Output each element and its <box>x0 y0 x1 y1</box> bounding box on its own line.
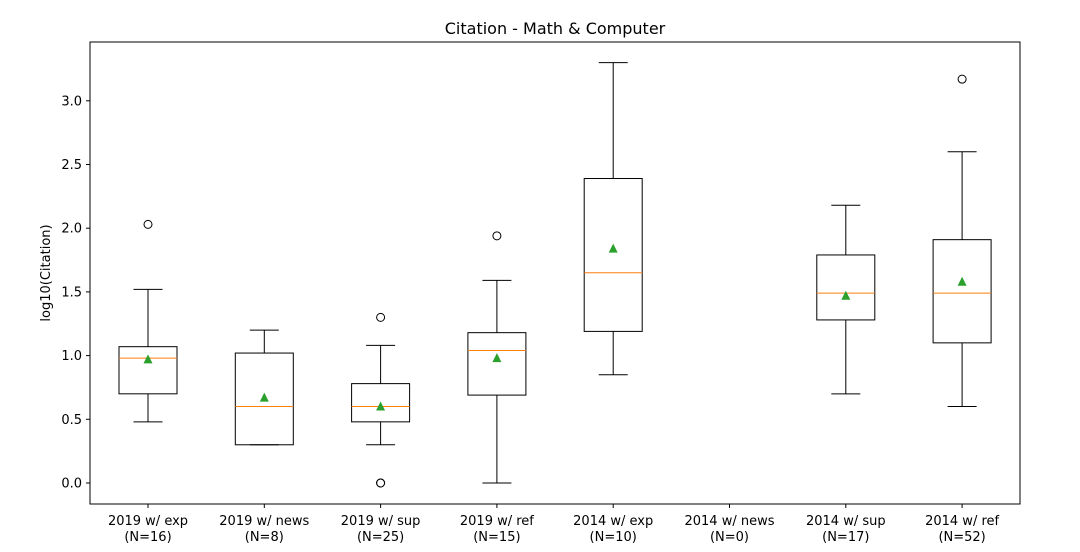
y-tick-label: 3.0 <box>61 94 82 109</box>
x-tick-label: 2014 w/ news (N=0) <box>684 514 774 545</box>
chart-title: Citation - Math & Computer <box>445 19 666 38</box>
x-tick-label: 2014 w/ sup (N=17) <box>806 514 886 545</box>
iqr-box <box>118 346 178 395</box>
x-axis-ticks: 2019 w/ exp (N=16) 2019 w/ news (N=8) 2019 w… <box>108 504 1000 545</box>
outlier-point <box>957 74 967 84</box>
iqr-box <box>932 239 992 344</box>
x-tick-label: 2019 w/ exp (N=16) <box>108 514 188 545</box>
x-tick-label: 2019 w/ sup (N=25) <box>341 514 421 545</box>
x-tick-label: 2019 w/ news (N=8) <box>219 514 309 545</box>
y-tick-label: 2.5 <box>61 158 82 173</box>
outlier-point <box>143 219 153 229</box>
outlier-point <box>376 312 386 322</box>
y-tick-label: 1.0 <box>61 349 82 364</box>
iqr-box <box>467 332 527 396</box>
x-tick-label: 2019 w/ ref (N=15) <box>460 514 534 545</box>
iqr-box <box>816 254 876 321</box>
y-tick-label: 0.0 <box>61 477 82 492</box>
y-tick-label: 0.5 <box>61 413 82 428</box>
mean-marker <box>957 276 967 286</box>
box-plots <box>118 62 992 488</box>
mean-marker <box>492 353 502 363</box>
box-plot-2 <box>234 329 294 446</box>
outlier-point <box>492 231 502 241</box>
iqr-box <box>234 352 294 446</box>
y-tick-label: 2.0 <box>61 222 82 237</box>
y-axis-ticks: 0.0 0.5 1.0 1.5 2.0 2.5 3.0 <box>61 94 90 492</box>
outlier-point <box>376 478 386 488</box>
mean-marker <box>841 290 851 300</box>
mean-marker <box>608 243 618 253</box>
mean-marker <box>143 354 153 364</box>
x-tick-label: 2014 w/ exp (N=10) <box>573 514 653 545</box>
y-tick-label: 1.5 <box>61 285 82 300</box>
box-plot-8 <box>932 74 992 408</box>
box-plot-1 <box>118 219 178 423</box>
iqr-box <box>583 178 643 332</box>
mean-marker <box>376 401 386 411</box>
x-tick-label: 2014 w/ ref (N=52) <box>925 514 999 545</box>
plot-frame <box>89 41 1021 505</box>
mean-marker <box>259 392 269 402</box>
box-plot-5 <box>583 62 643 376</box>
box-plot-3 <box>351 312 411 488</box>
box-plot-7 <box>816 204 876 395</box>
y-axis-label: log10(Citation) <box>39 224 54 321</box>
iqr-box <box>351 383 411 423</box>
box-plot-4 <box>467 231 527 484</box>
